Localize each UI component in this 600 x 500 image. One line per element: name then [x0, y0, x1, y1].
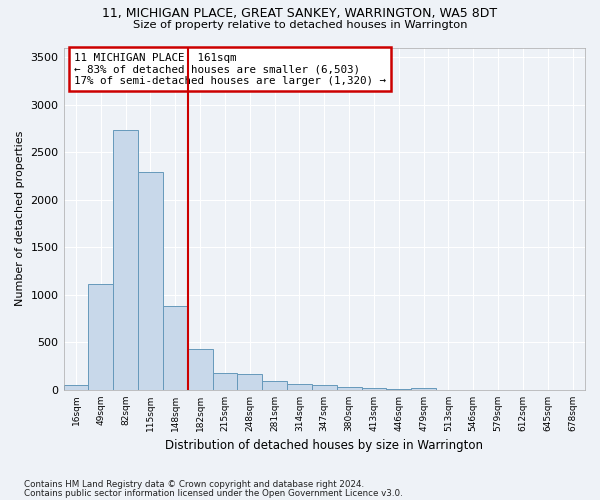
Text: Contains public sector information licensed under the Open Government Licence v3: Contains public sector information licen… [24, 489, 403, 498]
Bar [113, 130, 138, 390]
Bar [163, 306, 188, 390]
Bar [138, 172, 163, 390]
Bar [312, 385, 337, 390]
Bar [287, 384, 312, 390]
Bar [362, 388, 386, 390]
Text: 11, MICHIGAN PLACE, GREAT SANKEY, WARRINGTON, WA5 8DT: 11, MICHIGAN PLACE, GREAT SANKEY, WARRIN… [103, 8, 497, 20]
Y-axis label: Number of detached properties: Number of detached properties [15, 131, 25, 306]
Bar [262, 382, 287, 390]
Text: 11 MICHIGAN PLACE: 161sqm
← 83% of detached houses are smaller (6,503)
17% of se: 11 MICHIGAN PLACE: 161sqm ← 83% of detac… [74, 52, 386, 86]
Text: Contains HM Land Registry data © Crown copyright and database right 2024.: Contains HM Land Registry data © Crown c… [24, 480, 364, 489]
Bar [337, 386, 362, 390]
Bar [88, 284, 113, 390]
Bar [188, 349, 212, 390]
X-axis label: Distribution of detached houses by size in Warrington: Distribution of detached houses by size … [165, 440, 483, 452]
Text: Size of property relative to detached houses in Warrington: Size of property relative to detached ho… [133, 20, 467, 30]
Bar [411, 388, 436, 390]
Bar [64, 384, 88, 390]
Bar [238, 374, 262, 390]
Bar [212, 374, 238, 390]
